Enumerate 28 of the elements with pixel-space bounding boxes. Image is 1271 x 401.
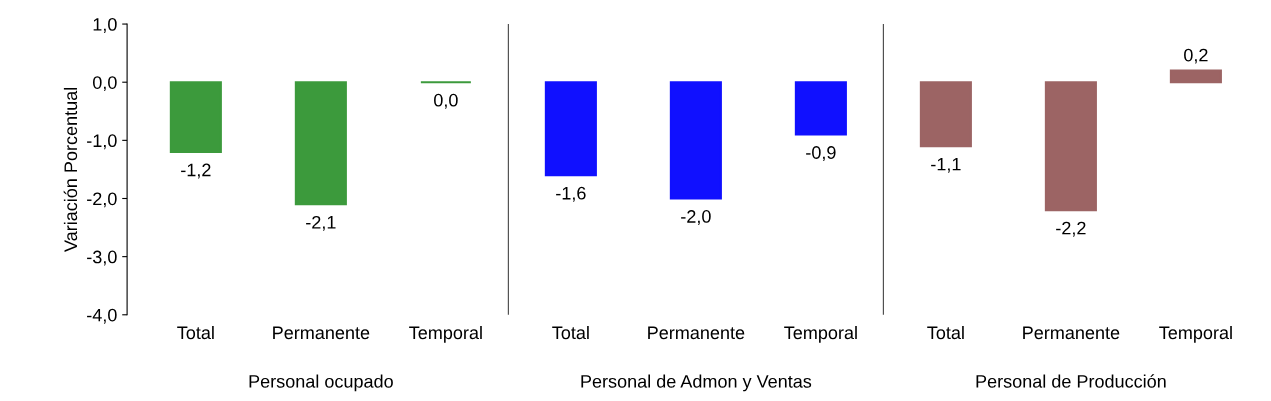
x-tick-label: Temporal — [784, 325, 857, 343]
x-tick-label: Total — [927, 325, 964, 340]
data-label: -2,2 — [1056, 221, 1086, 237]
x-tick-label: Permanente — [1023, 326, 1120, 340]
data-label: -1,1 — [931, 157, 961, 173]
y-tick-label: -1,0 — [87, 134, 117, 150]
text: Personal de Admon y Ventas — [581, 374, 812, 392]
data-label: 0,0 — [434, 93, 458, 109]
y-axis-title: Variación Porcentual — [63, 87, 78, 252]
x-tick-label: Total — [552, 325, 589, 340]
data-label: -0,9 — [806, 146, 836, 162]
y-tick-label: -4,0 — [87, 308, 117, 324]
data-label: -2,1 — [306, 215, 336, 231]
y-tick-label: -3,0 — [87, 250, 117, 266]
text: Personal de Producción — [976, 374, 1166, 388]
x-tick-label: Total — [177, 325, 214, 340]
x-tick-label: Temporal — [1159, 325, 1232, 343]
y-tick-label: -2,0 — [87, 192, 117, 208]
data-label: -1,6 — [556, 186, 586, 202]
x-tick-label: Permanente — [648, 326, 745, 340]
data-label: -2,0 — [681, 210, 711, 225]
data-label: 0,2 — [1184, 48, 1208, 64]
data-label: -1,2 — [181, 163, 211, 179]
x-tick-label: Permanente — [273, 326, 370, 340]
text: Personal ocupado — [249, 374, 393, 392]
y-tick-label: 1,0 — [93, 17, 117, 33]
y-tick-label: 0,0 — [92, 76, 117, 92]
x-tick-label: Temporal — [409, 325, 482, 343]
